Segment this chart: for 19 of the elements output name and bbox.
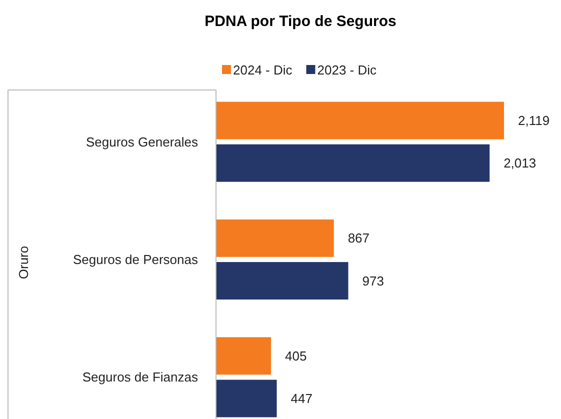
y-axis-title: Oruro: [16, 246, 31, 280]
data-label: 2,013: [504, 156, 536, 171]
bar: [216, 219, 334, 257]
legend-label: 2024 - Dic: [233, 62, 293, 78]
y-tick-label: Seguros de Personas: [72, 252, 198, 267]
data-label: 405: [285, 348, 307, 364]
bar: [216, 144, 490, 182]
bar: [216, 102, 504, 140]
chart-title: PDNA por Tipo de Seguros: [204, 13, 396, 30]
bar: [216, 337, 272, 375]
data-label: 2,119: [518, 113, 550, 128]
bar: [216, 380, 277, 418]
data-label: 973: [362, 273, 384, 288]
bar: [216, 262, 348, 300]
data-label: 447: [290, 390, 312, 406]
y-tick-label: Seguros Generales: [86, 134, 198, 150]
data-label: 867: [348, 230, 370, 246]
y-tick-label: Seguros de Fianzas: [82, 370, 198, 385]
legend-label: 2023 - Dic: [317, 62, 377, 78]
